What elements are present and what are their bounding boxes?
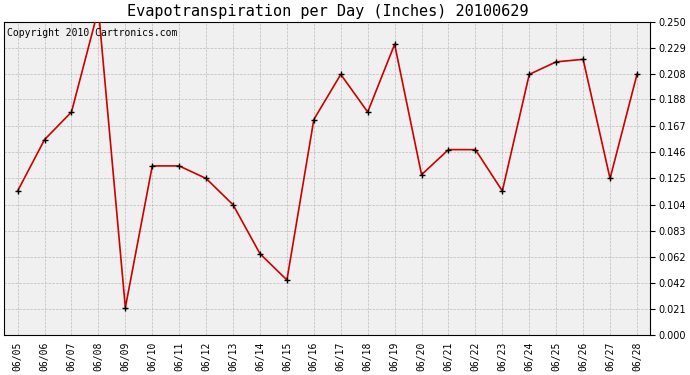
Title: Evapotranspiration per Day (Inches) 20100629: Evapotranspiration per Day (Inches) 2010… <box>126 4 528 19</box>
Text: Copyright 2010 Cartronics.com: Copyright 2010 Cartronics.com <box>8 28 178 38</box>
